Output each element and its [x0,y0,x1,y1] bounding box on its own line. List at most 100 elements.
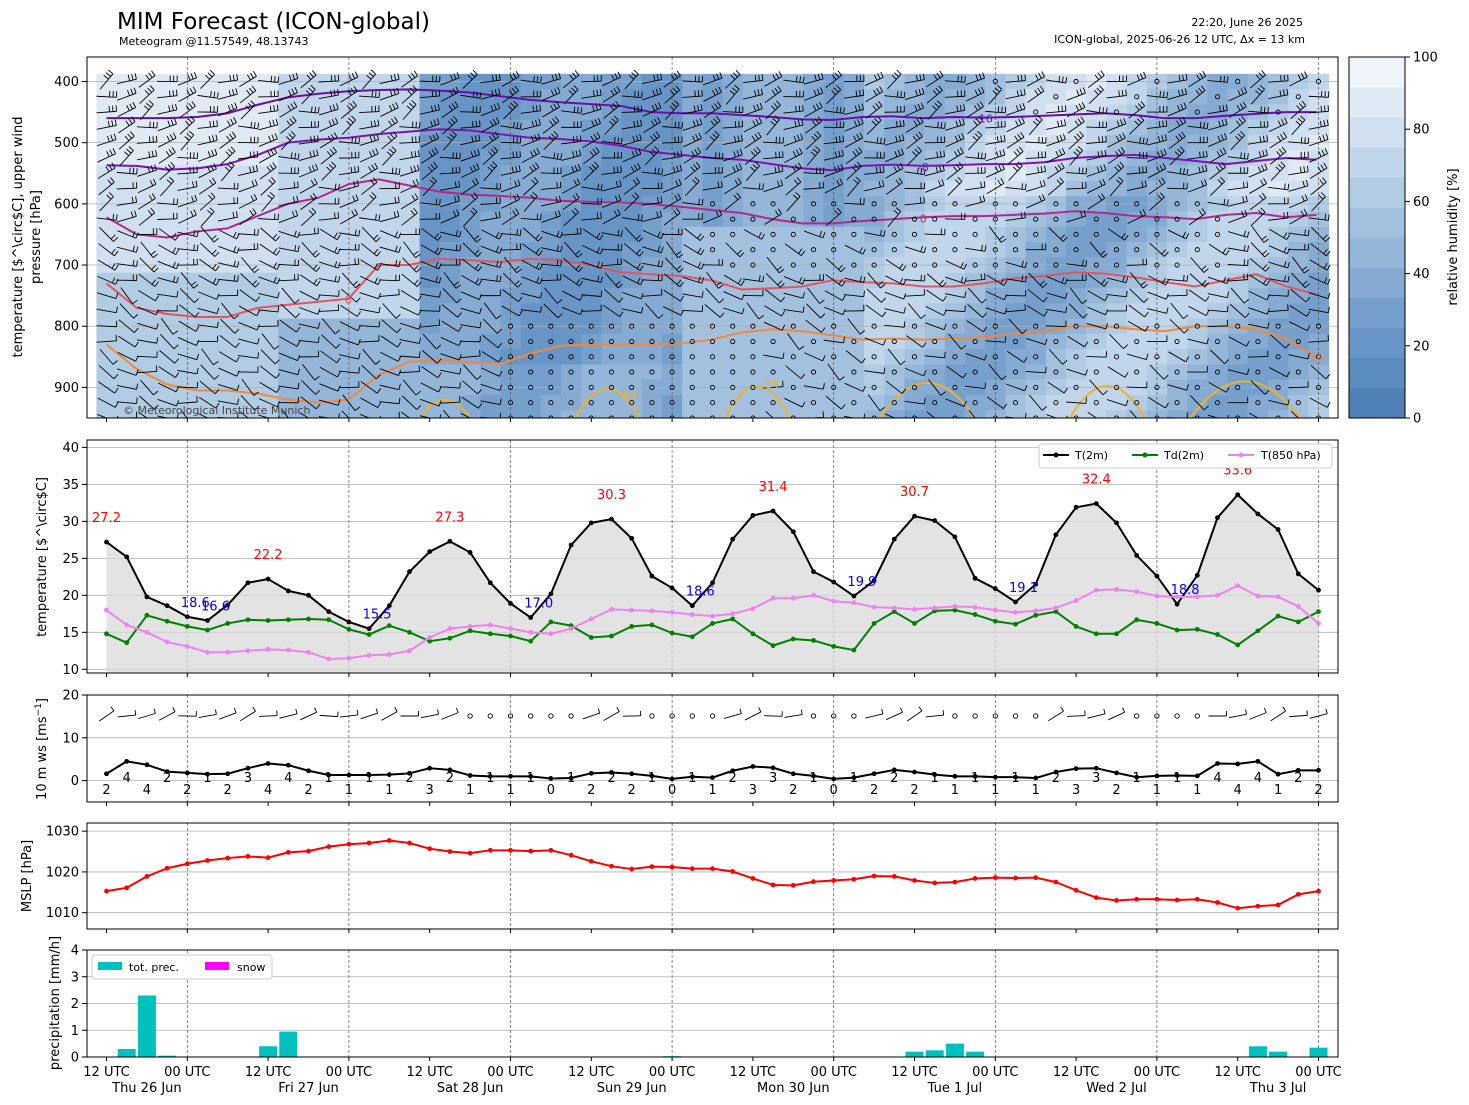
wind-barb-feather [775,210,779,216]
wind-barb [138,75,156,88]
humidity-cell [1187,242,1208,258]
wind-barb-feather [634,192,640,198]
wind-barb-feather [135,246,139,253]
wind-barb-feather [148,151,151,158]
wind-barb-feather [715,152,717,159]
humidity-cell [1207,333,1229,350]
wind-barb-feather [635,177,641,183]
wind-barb-feather [802,105,804,112]
wind-barb [137,322,157,330]
wind-barb [399,322,420,330]
wind-barb-feather [681,122,684,129]
wind-barb-feather [680,295,685,302]
calm-marker [770,369,776,375]
wind-barb-feather [676,265,682,271]
wind-barb [338,370,359,374]
wind-barb-feather [793,135,797,142]
wind-barb-feather [252,280,258,286]
wind-barb-feather [210,164,214,171]
wind-barb [98,365,115,380]
wind-barb [562,290,581,301]
humidity-cell [601,349,623,366]
wind-barb-feather [802,278,806,285]
humidity-cell [561,395,582,411]
wind-barb-feather [235,356,240,363]
wind-barb-feather [1064,105,1067,112]
wind-barb [379,93,399,101]
wind-barb-feather [775,72,780,79]
humidity-cell [1066,242,1087,258]
wind-barb-feather [435,90,437,97]
wind-barb [362,348,376,365]
wind-barb-feather [735,69,741,75]
humidity-cell [641,410,663,418]
wind-barb-feather [270,177,276,183]
wind-barb [803,385,824,390]
wind-barb [278,263,299,267]
wind-barb-feather [150,165,154,172]
wind-barb [540,187,561,190]
wind-barb [217,79,238,84]
wind-barb [359,325,380,328]
humidity-cell [641,333,663,350]
wind-barb-feather [550,89,555,96]
humidity-cell [1045,395,1067,411]
wind-barb-feather [715,88,719,95]
wind-barb-feather [394,196,397,204]
wind-barb [764,90,782,104]
humidity-cell [1207,395,1229,411]
wind-barb-feather [712,133,718,139]
wind-barb [157,202,178,206]
calm-marker [750,323,756,329]
wind-barb [119,150,134,166]
calm-marker [629,400,635,406]
wind-barb-feather [652,89,656,96]
wind-barb-feather [699,235,705,241]
wind-barb-feather [314,106,317,113]
humidity-cell [742,364,764,381]
humidity-cell [924,395,946,411]
wind-barb-feather [758,117,763,124]
humidity-cell [1126,242,1148,258]
wind-barb-feather [116,415,119,418]
wind-barb-feather [294,87,298,93]
wind-barb-feather [1105,135,1107,142]
wind-barb-feather [798,105,801,112]
wind-barb-feather [165,151,170,157]
wind-barb-feather [133,87,137,94]
wind-barb-feather [417,150,420,157]
wind-barb-feather [317,135,319,142]
wind-barb [178,320,197,332]
wind-barb-feather [855,90,858,97]
wind-barb [361,364,377,380]
wind-barb-feather [205,74,210,80]
wind-barb [198,396,217,409]
wind-barb-feather [802,76,805,83]
wind-barb-feather [533,177,539,183]
wind-barb [480,187,501,190]
wind-barb-feather [459,244,462,252]
wind-barb-feather [235,342,240,348]
wind-barb [803,78,824,85]
wind-barb-feather [231,89,235,96]
wind-barb-feather [618,297,624,303]
wind-barb-feather [574,70,580,76]
wind-barb-feather [107,120,110,127]
wind-barb [502,90,519,104]
wind-barb [402,104,417,120]
wind-barb-feather [579,135,582,142]
wind-barb [198,291,217,300]
wind-barb-feather [478,403,483,409]
wind-barb-feather [190,73,194,80]
wind-barb-feather [393,211,397,218]
wind-barb-feather [131,74,134,81]
wind-barb [440,77,460,86]
humidity-cell [460,410,481,418]
wind-barb-feather [394,116,399,123]
humidity-cell [884,364,905,381]
wind-barb-feather [510,102,516,108]
wind-barb [299,412,310,418]
wind-barb-feather [396,210,400,217]
humidity-cell [500,333,522,350]
wind-barb-feather [454,101,459,107]
